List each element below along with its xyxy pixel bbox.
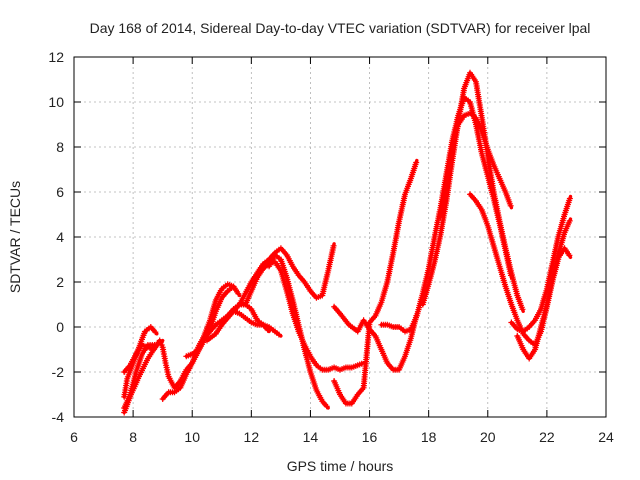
x-tick-label: 14 bbox=[303, 429, 319, 445]
y-tick-label: 6 bbox=[56, 184, 64, 200]
y-tick-label: -4 bbox=[52, 409, 65, 425]
y-tick-label: 12 bbox=[48, 49, 64, 65]
x-tick-label: 16 bbox=[362, 429, 378, 445]
x-axis-label: GPS time / hours bbox=[287, 458, 394, 474]
x-tick-label: 22 bbox=[539, 429, 555, 445]
x-tick-label: 12 bbox=[244, 429, 260, 445]
series-arc4-markers bbox=[121, 342, 158, 411]
data-traces bbox=[121, 69, 573, 416]
y-tick-label: 4 bbox=[56, 229, 64, 245]
x-tick-label: 18 bbox=[421, 429, 437, 445]
series-arc18-markers bbox=[514, 217, 573, 362]
y-tick-label: 8 bbox=[56, 139, 64, 155]
chart-title: Day 168 of 2014, Sidereal Day-to-day VTE… bbox=[90, 20, 591, 36]
y-tick-label: -2 bbox=[52, 364, 65, 380]
x-tick-label: 6 bbox=[70, 429, 78, 445]
series-arc2-markers bbox=[121, 324, 159, 400]
y-tick-label: 0 bbox=[56, 319, 64, 335]
series-arc12-markers bbox=[331, 303, 420, 373]
series-arc6-markers bbox=[183, 301, 271, 360]
series-arc14-markers bbox=[419, 69, 526, 313]
x-tick-label: 10 bbox=[184, 429, 200, 445]
grid-lines bbox=[74, 57, 606, 417]
series-arc8-markers bbox=[224, 242, 337, 319]
x-tick-label: 8 bbox=[129, 429, 137, 445]
y-axis-label: SDTVAR / TECUs bbox=[7, 181, 23, 293]
series-arc10-markers bbox=[266, 252, 330, 410]
series-arc15-markers bbox=[437, 110, 514, 220]
y-tick-label: 10 bbox=[48, 94, 64, 110]
x-tick-label: 24 bbox=[598, 429, 614, 445]
series-arc17-markers bbox=[508, 195, 573, 335]
series-arc11-markers bbox=[331, 159, 420, 407]
x-tick-label: 20 bbox=[480, 429, 496, 445]
y-tick-label: 2 bbox=[56, 274, 64, 290]
